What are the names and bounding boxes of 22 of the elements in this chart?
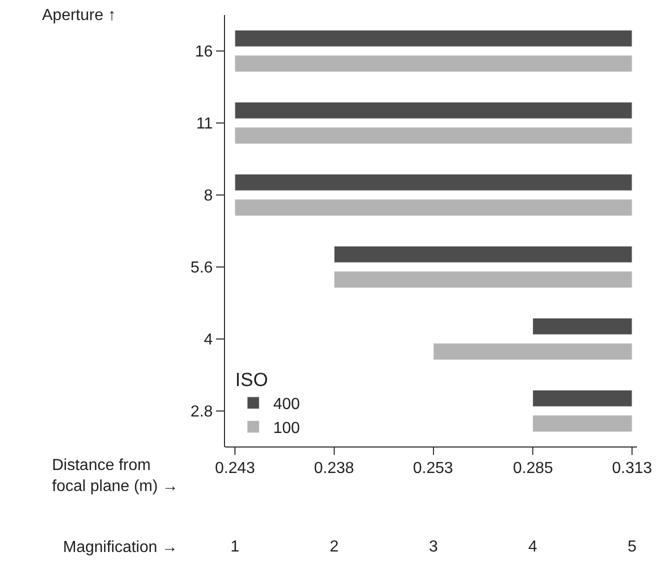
y-tick-label: 2.8 — [190, 404, 213, 421]
text: 0.253 — [413, 460, 454, 477]
y-tick-label: 11 — [196, 116, 213, 133]
x-tick-label: 5 — [628, 538, 637, 556]
y-axis-title: Aperture ↑ — [42, 7, 116, 24]
legend-title: ISO — [235, 370, 268, 391]
text: 0.313 — [612, 460, 652, 477]
y-tick-label: 4 — [204, 332, 213, 349]
legend-label: 400 — [273, 396, 300, 414]
text: Distance from focal plane (m) → — [52, 457, 178, 495]
text: 0.243 — [215, 460, 256, 477]
x-tick-label: 4 — [528, 538, 538, 556]
y-tick-label: 5.6 — [190, 260, 213, 277]
x-tick-label: 3 — [429, 538, 438, 556]
y-tick-label: 8 — [204, 188, 213, 205]
x-axis-title: Magnification → — [63, 539, 178, 556]
text: 0.238 — [314, 460, 354, 477]
y-tick-label: 16 — [195, 44, 213, 61]
legend-label: 100 — [273, 420, 300, 437]
text: 0.285 — [513, 460, 554, 477]
x-tick-label: 1 — [230, 538, 240, 556]
x-tick-label: 2 — [330, 538, 339, 556]
